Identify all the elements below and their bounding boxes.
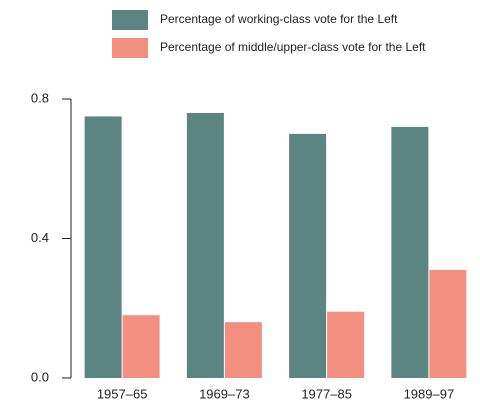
x-tick-label: 1989–97 bbox=[404, 386, 455, 401]
legend-swatch bbox=[112, 10, 148, 30]
y-tick-label: 0.8 bbox=[31, 90, 49, 105]
bar bbox=[224, 322, 262, 378]
legend-swatch bbox=[112, 38, 148, 58]
bar bbox=[391, 126, 429, 379]
bar bbox=[122, 315, 160, 378]
x-tick-label: 1969–73 bbox=[199, 386, 250, 401]
bar bbox=[289, 133, 327, 378]
bar bbox=[84, 116, 122, 378]
x-tick-label: 1977–85 bbox=[301, 386, 352, 401]
legend-text: Percentage of middle/upper-class vote fo… bbox=[160, 40, 426, 54]
legend-text: Percentage of working-class vote for the… bbox=[160, 12, 398, 26]
bar bbox=[327, 311, 365, 378]
bar bbox=[429, 269, 467, 378]
y-tick-label: 0.0 bbox=[31, 369, 49, 384]
bar bbox=[186, 112, 224, 378]
y-tick-label: 0.4 bbox=[31, 230, 49, 245]
x-tick-label: 1957–65 bbox=[97, 386, 148, 401]
